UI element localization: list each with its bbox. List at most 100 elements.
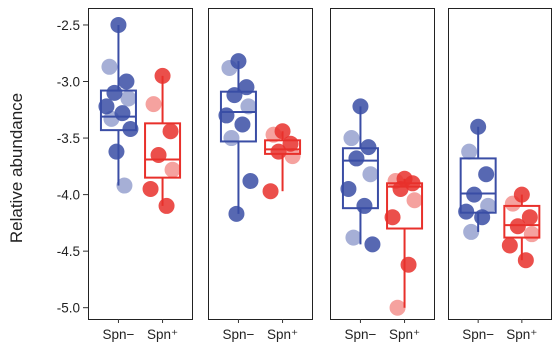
data-point (150, 147, 167, 164)
y-tick-label: -2.5 (57, 18, 80, 33)
data-point (478, 166, 495, 183)
data-point (352, 98, 369, 115)
data-point (223, 130, 240, 147)
data-point (466, 186, 483, 203)
y-tick-label: -4.0 (57, 188, 80, 203)
data-point (509, 218, 526, 235)
data-point (474, 209, 491, 226)
data-point (242, 173, 259, 190)
data-point (360, 139, 377, 156)
data-point (110, 16, 127, 33)
data-point (240, 98, 257, 115)
box-group (98, 16, 139, 194)
data-point (154, 67, 171, 84)
data-point (270, 143, 287, 160)
x-axis-labels: Spn− Spn⁺ Spn− Spn⁺ Spn− Spn⁺ Spn− Spn⁺ (102, 319, 537, 342)
data-point (101, 58, 118, 75)
data-point (356, 197, 373, 214)
data-point (226, 87, 243, 104)
data-point (282, 135, 299, 152)
data-point (122, 121, 139, 138)
data-point (114, 105, 131, 122)
data-point (501, 237, 518, 254)
panel-frame (208, 8, 313, 320)
data-point (400, 256, 417, 273)
data-point (504, 195, 521, 212)
panel (330, 8, 435, 320)
y-tick-label: -4.5 (57, 244, 80, 259)
data-point (142, 180, 159, 197)
data-point (340, 180, 357, 197)
data-point (238, 79, 255, 96)
data-point (389, 299, 406, 316)
data-point (517, 252, 534, 269)
data-point (228, 205, 245, 222)
data-point (521, 209, 538, 226)
data-point (404, 175, 421, 192)
data-point (384, 209, 401, 226)
x-category-label: Spn⁺ (147, 327, 178, 342)
panel-frame (448, 8, 552, 320)
data-point (118, 73, 135, 90)
panel (88, 8, 193, 320)
data-point (284, 148, 301, 165)
data-point (103, 110, 120, 127)
box (503, 204, 541, 239)
panel-frame (88, 8, 193, 320)
y-tick-label: -3.0 (57, 75, 80, 90)
y-tick-label: -5.0 (57, 301, 80, 316)
x-category-label: Spn− (222, 327, 254, 342)
data-point (120, 90, 137, 107)
data-point (463, 223, 480, 240)
data-point (145, 96, 162, 113)
box-group (142, 67, 182, 214)
x-category-label: Spn− (462, 327, 494, 342)
box-group (458, 118, 497, 240)
data-point (345, 229, 362, 246)
data-point (362, 166, 379, 183)
data-point (164, 161, 181, 178)
data-point (458, 203, 475, 220)
data-point (274, 123, 291, 140)
box-group (218, 53, 259, 222)
box-group (340, 98, 381, 253)
box-group (262, 123, 302, 200)
data-point (106, 84, 123, 101)
data-point (392, 180, 409, 197)
data-point (116, 177, 133, 194)
data-point (158, 197, 175, 214)
y-axis: -2.5 -3.0 -3.5 -4.0 -4.5 -5.0 (57, 18, 88, 316)
x-category-label: Spn⁺ (506, 327, 537, 342)
data-point (218, 107, 235, 124)
data-point (162, 123, 179, 140)
data-point (343, 130, 360, 147)
data-point (234, 116, 251, 133)
data-point (470, 118, 487, 135)
data-point (523, 226, 540, 243)
x-category-label: Spn− (102, 327, 134, 342)
data-point (98, 98, 115, 115)
box-group (501, 186, 541, 269)
box (144, 122, 182, 179)
y-axis-title: Relative abundance (7, 93, 26, 243)
data-point (406, 192, 423, 209)
panel (448, 8, 552, 320)
panel (208, 8, 313, 320)
data-point (230, 53, 247, 70)
data-point (513, 186, 530, 203)
data-point (461, 143, 478, 160)
data-point (348, 150, 365, 167)
data-point (265, 126, 282, 143)
panels (88, 8, 552, 320)
data-point (364, 236, 381, 253)
x-category-label: Spn− (344, 327, 376, 342)
y-tick-label: -3.5 (57, 131, 80, 146)
x-category-label: Spn⁺ (389, 327, 420, 342)
box-group (384, 170, 424, 316)
data-point (108, 143, 125, 160)
data-point (262, 183, 279, 200)
x-category-label: Spn⁺ (267, 327, 298, 342)
data-point (221, 59, 238, 76)
panel-frame (330, 8, 435, 320)
